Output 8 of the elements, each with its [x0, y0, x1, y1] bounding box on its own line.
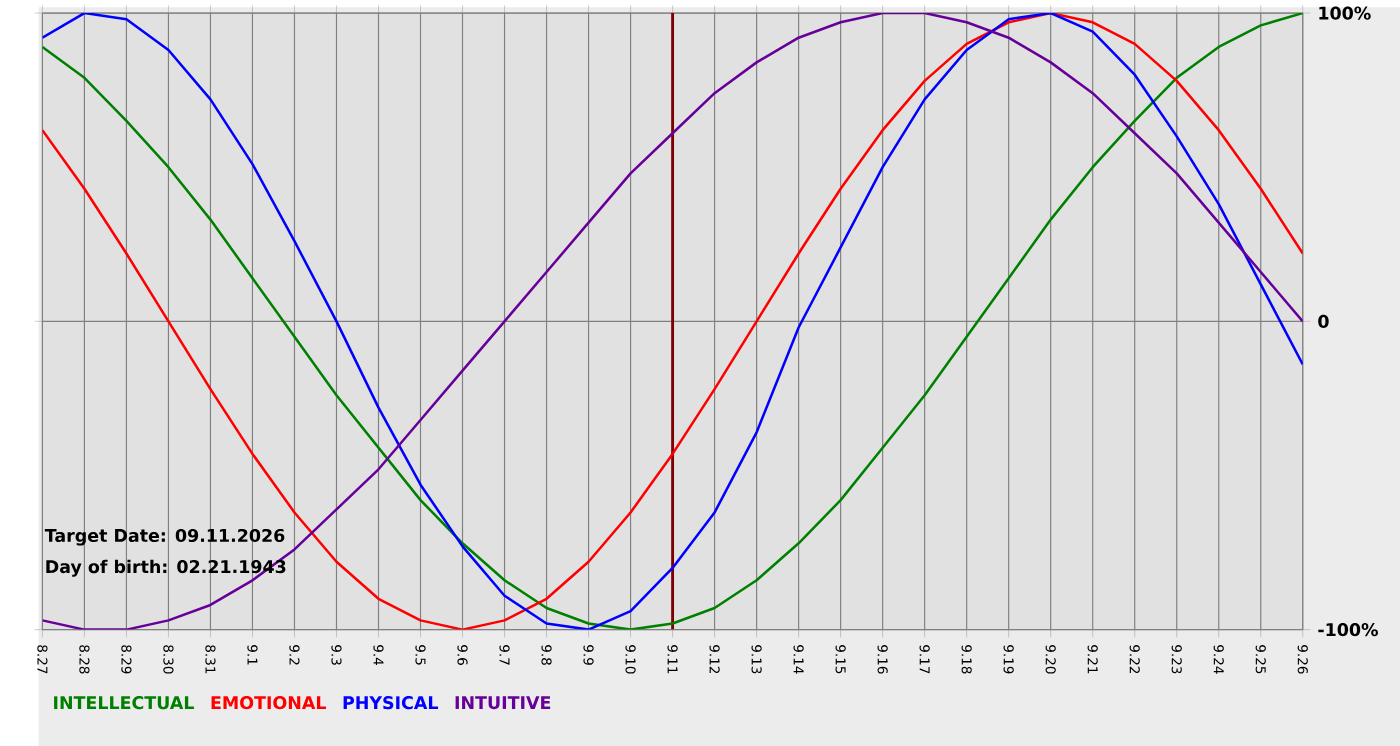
- y-tick-label: -100%: [1318, 622, 1378, 637]
- annotation: Target Date: 09.11.2026: [44, 528, 285, 546]
- text: INTUITIVE: [455, 696, 551, 710]
- text: INTELLECTUAL: [54, 695, 194, 710]
- text: PHYSICAL: [343, 695, 438, 710]
- text: EMOTIONAL: [211, 695, 326, 710]
- y-tick-label: 0: [1318, 314, 1329, 328]
- y-tick-label: 100%: [1319, 6, 1371, 20]
